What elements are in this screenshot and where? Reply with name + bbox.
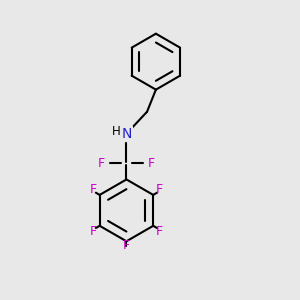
- Text: F: F: [156, 225, 163, 238]
- Text: N: N: [121, 127, 132, 141]
- Text: F: F: [148, 157, 155, 170]
- Text: H: H: [112, 125, 121, 138]
- Text: F: F: [90, 225, 97, 238]
- Text: F: F: [123, 239, 130, 253]
- Text: F: F: [90, 183, 97, 196]
- Text: F: F: [156, 183, 163, 196]
- Text: F: F: [98, 157, 105, 170]
